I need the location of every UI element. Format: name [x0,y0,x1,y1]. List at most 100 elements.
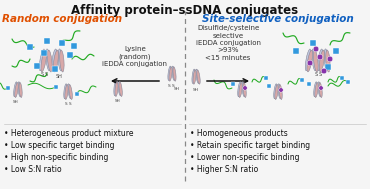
Text: Random conjugation: Random conjugation [2,14,122,24]
Ellipse shape [239,83,242,98]
Ellipse shape [15,83,18,98]
FancyBboxPatch shape [53,67,58,72]
FancyBboxPatch shape [44,38,50,43]
Text: S: S [40,73,44,77]
Text: SH: SH [193,88,199,92]
Ellipse shape [64,84,67,99]
Ellipse shape [243,83,246,98]
Ellipse shape [39,49,45,71]
Text: SH: SH [115,99,121,103]
Circle shape [327,56,333,62]
FancyBboxPatch shape [27,44,33,50]
Ellipse shape [305,49,311,71]
FancyBboxPatch shape [267,84,271,88]
Ellipse shape [115,81,118,96]
Text: SH: SH [13,100,19,104]
Ellipse shape [119,82,122,96]
Text: Site-selective conjugation: Site-selective conjugation [202,14,354,24]
Circle shape [307,60,313,66]
FancyBboxPatch shape [67,53,73,57]
Ellipse shape [275,84,278,99]
Ellipse shape [324,49,329,71]
Ellipse shape [14,82,17,97]
Ellipse shape [52,49,57,71]
Ellipse shape [46,49,50,71]
Text: S: S [168,84,170,88]
Ellipse shape [315,83,318,98]
FancyBboxPatch shape [293,48,299,53]
Ellipse shape [279,84,282,99]
Ellipse shape [172,66,175,81]
FancyBboxPatch shape [333,48,339,53]
FancyBboxPatch shape [71,43,77,49]
FancyBboxPatch shape [326,64,330,70]
FancyBboxPatch shape [346,80,350,84]
Ellipse shape [18,82,21,97]
Ellipse shape [238,82,241,97]
Ellipse shape [313,50,318,72]
Ellipse shape [65,84,68,99]
Text: S: S [65,102,67,106]
FancyBboxPatch shape [41,50,47,56]
Ellipse shape [314,82,317,97]
FancyBboxPatch shape [6,86,10,90]
Ellipse shape [278,84,281,99]
Ellipse shape [326,50,330,72]
Circle shape [317,54,323,60]
Ellipse shape [318,49,323,71]
Text: Disulfide/cysteine
selective
iEDDA conjugation
>93%
<15 minutes: Disulfide/cysteine selective iEDDA conju… [195,25,260,61]
FancyBboxPatch shape [310,40,316,46]
Ellipse shape [319,50,324,72]
FancyBboxPatch shape [340,76,344,80]
Text: SH: SH [174,87,180,91]
FancyBboxPatch shape [34,64,40,69]
Circle shape [279,88,283,92]
Ellipse shape [47,50,52,72]
Ellipse shape [168,66,171,81]
FancyBboxPatch shape [54,85,58,89]
Text: • Higher S:N ratio: • Higher S:N ratio [190,165,258,174]
Ellipse shape [307,50,313,72]
Text: • Lower non-specific binding: • Lower non-specific binding [190,153,299,162]
Ellipse shape [319,83,322,98]
Text: SH: SH [56,74,63,80]
Text: S: S [44,73,48,77]
Ellipse shape [173,67,176,81]
FancyBboxPatch shape [300,78,304,82]
Ellipse shape [68,84,71,99]
Ellipse shape [19,83,22,98]
Ellipse shape [192,69,195,83]
Ellipse shape [197,70,200,84]
Ellipse shape [114,81,117,96]
Circle shape [319,86,323,90]
Ellipse shape [318,82,321,97]
Text: • Low specific target binding: • Low specific target binding [4,141,114,150]
Circle shape [243,86,247,90]
Text: • Retain specific target binding: • Retain specific target binding [190,141,310,150]
Text: S: S [172,84,174,88]
Ellipse shape [242,82,245,97]
Ellipse shape [69,84,73,99]
Text: S: S [314,73,317,77]
Circle shape [313,46,319,52]
Text: S: S [69,102,71,106]
Ellipse shape [196,69,199,83]
Text: • High non-specific binding: • High non-specific binding [4,153,108,162]
FancyBboxPatch shape [307,82,311,86]
FancyBboxPatch shape [264,76,268,80]
Ellipse shape [118,81,121,96]
Text: Lysine
(random)
iEDDA conjugation: Lysine (random) iEDDA conjugation [102,46,168,67]
Ellipse shape [274,84,277,99]
Ellipse shape [193,70,196,84]
Text: • Heterogeneous product mixture: • Heterogeneous product mixture [4,129,134,138]
Ellipse shape [53,50,58,72]
Text: • Homogeneous products: • Homogeneous products [190,129,288,138]
Ellipse shape [312,49,316,71]
FancyBboxPatch shape [231,82,235,86]
Text: • Low S:N ratio: • Low S:N ratio [4,165,62,174]
Ellipse shape [169,67,172,81]
FancyBboxPatch shape [75,92,79,96]
Ellipse shape [41,50,47,72]
Ellipse shape [58,49,63,71]
Text: S: S [319,73,322,77]
